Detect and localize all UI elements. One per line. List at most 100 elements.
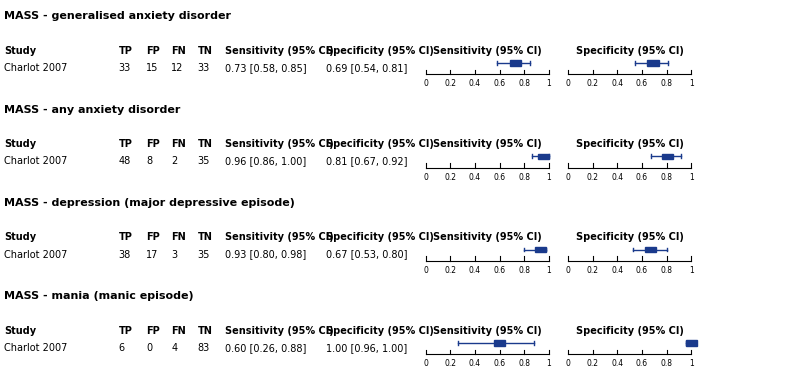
Text: 15: 15 (146, 63, 158, 73)
Text: FP: FP (146, 46, 160, 56)
Text: TN: TN (198, 326, 213, 336)
Text: Specificity (95% CI): Specificity (95% CI) (326, 139, 434, 149)
Text: Specificity (95% CI): Specificity (95% CI) (576, 139, 683, 149)
FancyBboxPatch shape (538, 154, 550, 159)
Text: 0.4: 0.4 (611, 266, 623, 275)
Text: 0.2: 0.2 (586, 266, 598, 275)
FancyBboxPatch shape (647, 60, 658, 66)
Text: Study: Study (4, 232, 36, 242)
Text: 1: 1 (546, 79, 551, 88)
Text: Sensitivity (95% CI): Sensitivity (95% CI) (433, 232, 542, 242)
Text: TN: TN (198, 232, 213, 242)
Text: Sensitivity (95% CI): Sensitivity (95% CI) (433, 46, 542, 56)
Text: 0.4: 0.4 (611, 173, 623, 182)
Text: 3: 3 (171, 250, 178, 259)
Text: 83: 83 (198, 343, 210, 353)
Text: Sensitivity (95% CI): Sensitivity (95% CI) (433, 326, 542, 336)
Text: 0.4: 0.4 (469, 79, 481, 88)
Text: 0.93 [0.80, 0.98]: 0.93 [0.80, 0.98] (225, 250, 306, 259)
Text: 0.6: 0.6 (494, 359, 506, 368)
Text: TP: TP (118, 139, 132, 149)
Text: 0.69 [0.54, 0.81]: 0.69 [0.54, 0.81] (326, 63, 408, 73)
Text: 0.8: 0.8 (518, 359, 530, 368)
Text: 1: 1 (689, 79, 694, 88)
Text: TN: TN (198, 46, 213, 56)
Text: 0.4: 0.4 (469, 359, 481, 368)
Text: TP: TP (118, 232, 132, 242)
Text: 0: 0 (566, 266, 570, 275)
Text: Sensitivity (95% CI): Sensitivity (95% CI) (225, 232, 334, 242)
Text: 0.2: 0.2 (444, 173, 456, 182)
Text: 0: 0 (423, 359, 428, 368)
Text: 0.8: 0.8 (661, 359, 673, 368)
Text: Charlot 2007: Charlot 2007 (4, 156, 67, 166)
Text: 0.2: 0.2 (444, 266, 456, 275)
FancyBboxPatch shape (534, 247, 546, 252)
Text: Specificity (95% CI): Specificity (95% CI) (576, 46, 683, 56)
Text: 0.6: 0.6 (636, 173, 648, 182)
Text: 0.8: 0.8 (661, 79, 673, 88)
Text: Sensitivity (95% CI): Sensitivity (95% CI) (225, 139, 334, 149)
Text: 33: 33 (198, 63, 210, 73)
Text: Charlot 2007: Charlot 2007 (4, 250, 67, 259)
Text: 0.6: 0.6 (636, 266, 648, 275)
Text: MASS - mania (manic episode): MASS - mania (manic episode) (4, 291, 194, 301)
FancyBboxPatch shape (662, 154, 674, 159)
Text: 0.4: 0.4 (469, 266, 481, 275)
Text: 33: 33 (118, 63, 130, 73)
Text: FN: FN (171, 139, 186, 149)
Text: 0.4: 0.4 (611, 359, 623, 368)
Text: 0.8: 0.8 (661, 266, 673, 275)
Text: 0.81 [0.67, 0.92]: 0.81 [0.67, 0.92] (326, 156, 408, 166)
Text: Sensitivity (95% CI): Sensitivity (95% CI) (225, 326, 334, 336)
Text: 0.2: 0.2 (586, 173, 598, 182)
Text: FN: FN (171, 232, 186, 242)
Text: 1: 1 (689, 266, 694, 275)
Text: 0: 0 (566, 79, 570, 88)
Text: FP: FP (146, 139, 160, 149)
Text: 0.73 [0.58, 0.85]: 0.73 [0.58, 0.85] (225, 63, 306, 73)
Text: FP: FP (146, 232, 160, 242)
Text: 0.6: 0.6 (636, 79, 648, 88)
Text: TP: TP (118, 326, 132, 336)
Text: Sensitivity (95% CI): Sensitivity (95% CI) (225, 46, 334, 56)
Text: 0: 0 (423, 79, 428, 88)
Text: 0.6: 0.6 (494, 173, 506, 182)
Text: 1.00 [0.96, 1.00]: 1.00 [0.96, 1.00] (326, 343, 408, 353)
Text: FN: FN (171, 326, 186, 336)
Text: 8: 8 (146, 156, 153, 166)
Text: 0.6: 0.6 (494, 266, 506, 275)
Text: 0.6: 0.6 (636, 359, 648, 368)
Text: 0.96 [0.86, 1.00]: 0.96 [0.86, 1.00] (225, 156, 306, 166)
Text: 1: 1 (546, 266, 551, 275)
Text: 1: 1 (546, 359, 551, 368)
Text: Specificity (95% CI): Specificity (95% CI) (576, 326, 683, 336)
Text: 0.2: 0.2 (586, 359, 598, 368)
Text: 1: 1 (689, 359, 694, 368)
Text: 0: 0 (566, 359, 570, 368)
Text: Charlot 2007: Charlot 2007 (4, 63, 67, 73)
Text: 1: 1 (689, 173, 694, 182)
Text: MASS - any anxiety disorder: MASS - any anxiety disorder (4, 105, 180, 115)
Text: 0: 0 (423, 266, 428, 275)
Text: 2: 2 (171, 156, 178, 166)
Text: 0.8: 0.8 (518, 173, 530, 182)
Text: MASS - generalised anxiety disorder: MASS - generalised anxiety disorder (4, 11, 231, 21)
Text: Study: Study (4, 326, 36, 336)
Text: 1: 1 (546, 173, 551, 182)
Text: TP: TP (118, 46, 132, 56)
Text: 0.2: 0.2 (444, 79, 456, 88)
Text: Study: Study (4, 46, 36, 56)
Text: 48: 48 (118, 156, 130, 166)
Text: 17: 17 (146, 250, 158, 259)
FancyBboxPatch shape (645, 247, 656, 252)
Text: 38: 38 (118, 250, 130, 259)
Text: 0.8: 0.8 (518, 266, 530, 275)
FancyBboxPatch shape (494, 340, 505, 346)
Text: 0.2: 0.2 (586, 79, 598, 88)
Text: 0.4: 0.4 (611, 79, 623, 88)
Text: FN: FN (171, 46, 186, 56)
Text: 0.2: 0.2 (444, 359, 456, 368)
Text: Specificity (95% CI): Specificity (95% CI) (326, 232, 434, 242)
FancyBboxPatch shape (686, 340, 697, 346)
